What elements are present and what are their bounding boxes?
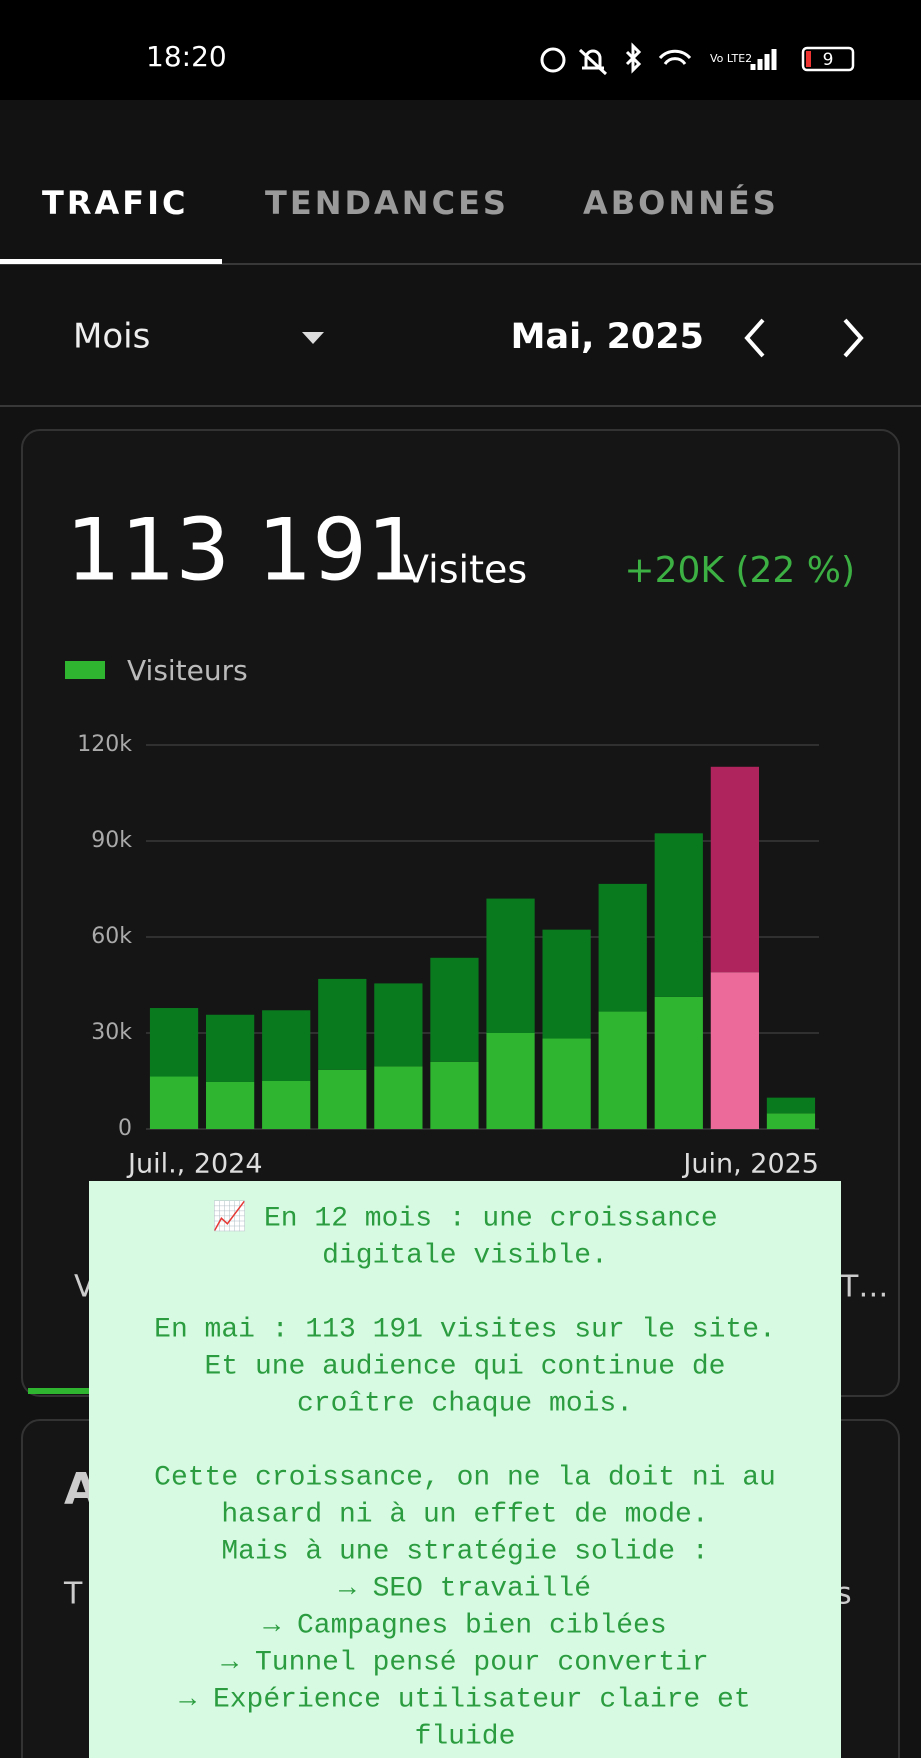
tab[interactable]: ABONNÉS <box>583 184 779 222</box>
bar-segment <box>149 1076 199 1129</box>
bar-segment <box>206 1014 255 1082</box>
overlay-line: Mais à une stratégie solide : <box>221 1536 708 1567</box>
bar-segment <box>262 1081 311 1129</box>
y-tick-label: 120k <box>77 732 132 757</box>
overlay-line: digitale visible. <box>322 1240 608 1271</box>
overlay-box <box>89 1181 841 1758</box>
bar-segment <box>430 1061 479 1129</box>
x-tick-label: Juin, 2025 <box>681 1149 819 1180</box>
bar-segment <box>149 1008 199 1077</box>
text-fragment: T <box>63 1577 83 1612</box>
battery-icon <box>801 46 855 72</box>
bar-segment <box>486 898 535 1033</box>
overlay-line: 📈 En 12 mois : une croissance <box>212 1199 717 1234</box>
visits-unit: Visites <box>403 548 527 592</box>
dropdown-arrow[interactable] <box>302 332 324 344</box>
bar-segment <box>542 1038 591 1129</box>
overlay-line: hasard ni à un effet de mode. <box>221 1499 708 1530</box>
next-button[interactable] <box>843 318 864 358</box>
bar-segment <box>206 1081 255 1129</box>
card-indicator <box>28 1388 90 1394</box>
overlay-line: Cette croissance, on ne la doit ni au <box>154 1462 776 1493</box>
overlay-line: En mai : 113 191 visites sur le site. <box>154 1314 776 1345</box>
battery-level <box>806 51 811 67</box>
bar-segment <box>318 1069 367 1129</box>
bar-segment <box>766 1113 816 1129</box>
overlay-line: → Campagnes bien ciblées <box>263 1610 666 1641</box>
bar-segment <box>318 978 367 1070</box>
legend-label: Visiteurs <box>127 654 248 687</box>
overlay-text: 📈 En 12 mois : une croissance digitale vi… <box>154 1199 776 1752</box>
y-tick-label: 0 <box>118 1116 132 1141</box>
bar-segment <box>374 1066 423 1129</box>
y-tick-label: 30k <box>91 1020 132 1045</box>
y-tick-label: 90k <box>91 828 132 853</box>
overlay-line: → Tunnel pensé pour convertir <box>221 1647 708 1678</box>
status-icons <box>540 42 855 76</box>
chart: 0 30k 60k 90k 120k Juil., 2024 Juin, 2025 <box>77 732 819 1180</box>
bar-segment <box>654 996 703 1129</box>
bar-segment <box>430 957 479 1062</box>
legend-swatch <box>65 661 105 679</box>
alarm-icon <box>540 47 566 73</box>
overlay-line: → Expérience utilisateur claire et <box>179 1684 750 1715</box>
bar-segment <box>262 1010 311 1081</box>
period-date: Mai, 2025 <box>511 317 704 357</box>
bar-segment <box>598 883 647 1012</box>
status-bar <box>0 0 921 100</box>
battery-text: 9 <box>823 50 834 70</box>
wifi-icon <box>658 49 692 65</box>
overlay-line: fluide <box>415 1721 516 1752</box>
bar-segment <box>598 1011 647 1129</box>
total-visits: 113 191 <box>66 500 422 600</box>
bar-segment <box>542 929 591 1039</box>
mute-icon <box>578 48 608 76</box>
bar-segment <box>766 1097 816 1114</box>
visits-change: +20K (22 %) <box>624 550 855 591</box>
prev-button[interactable] <box>744 318 765 358</box>
overlay-line: Et une audience qui continue de <box>205 1351 726 1382</box>
bluetooth-icon <box>625 42 642 74</box>
bar-segment <box>374 983 423 1067</box>
x-tick-label: Juil., 2024 <box>126 1149 263 1180</box>
tab[interactable]: TRAFIC <box>42 184 188 222</box>
bar-segment <box>654 833 703 997</box>
bar-segment <box>710 766 759 973</box>
period-unit[interactable]: Mois <box>73 317 150 357</box>
signal-icon <box>750 49 777 70</box>
y-tick-label: 60k <box>91 924 132 949</box>
clock: 18:20 <box>146 40 227 73</box>
tab-underline <box>0 259 222 264</box>
tab[interactable]: TENDANCES <box>265 184 509 222</box>
overlay-line: croître chaque mois. <box>297 1388 633 1419</box>
bar-segment <box>486 1033 535 1129</box>
bar-segment <box>710 972 759 1129</box>
volte-icon: Vo LTE2 <box>710 52 752 65</box>
overlay-line: → SEO travaillé <box>339 1573 591 1604</box>
text-fragment: T… <box>839 1270 888 1305</box>
